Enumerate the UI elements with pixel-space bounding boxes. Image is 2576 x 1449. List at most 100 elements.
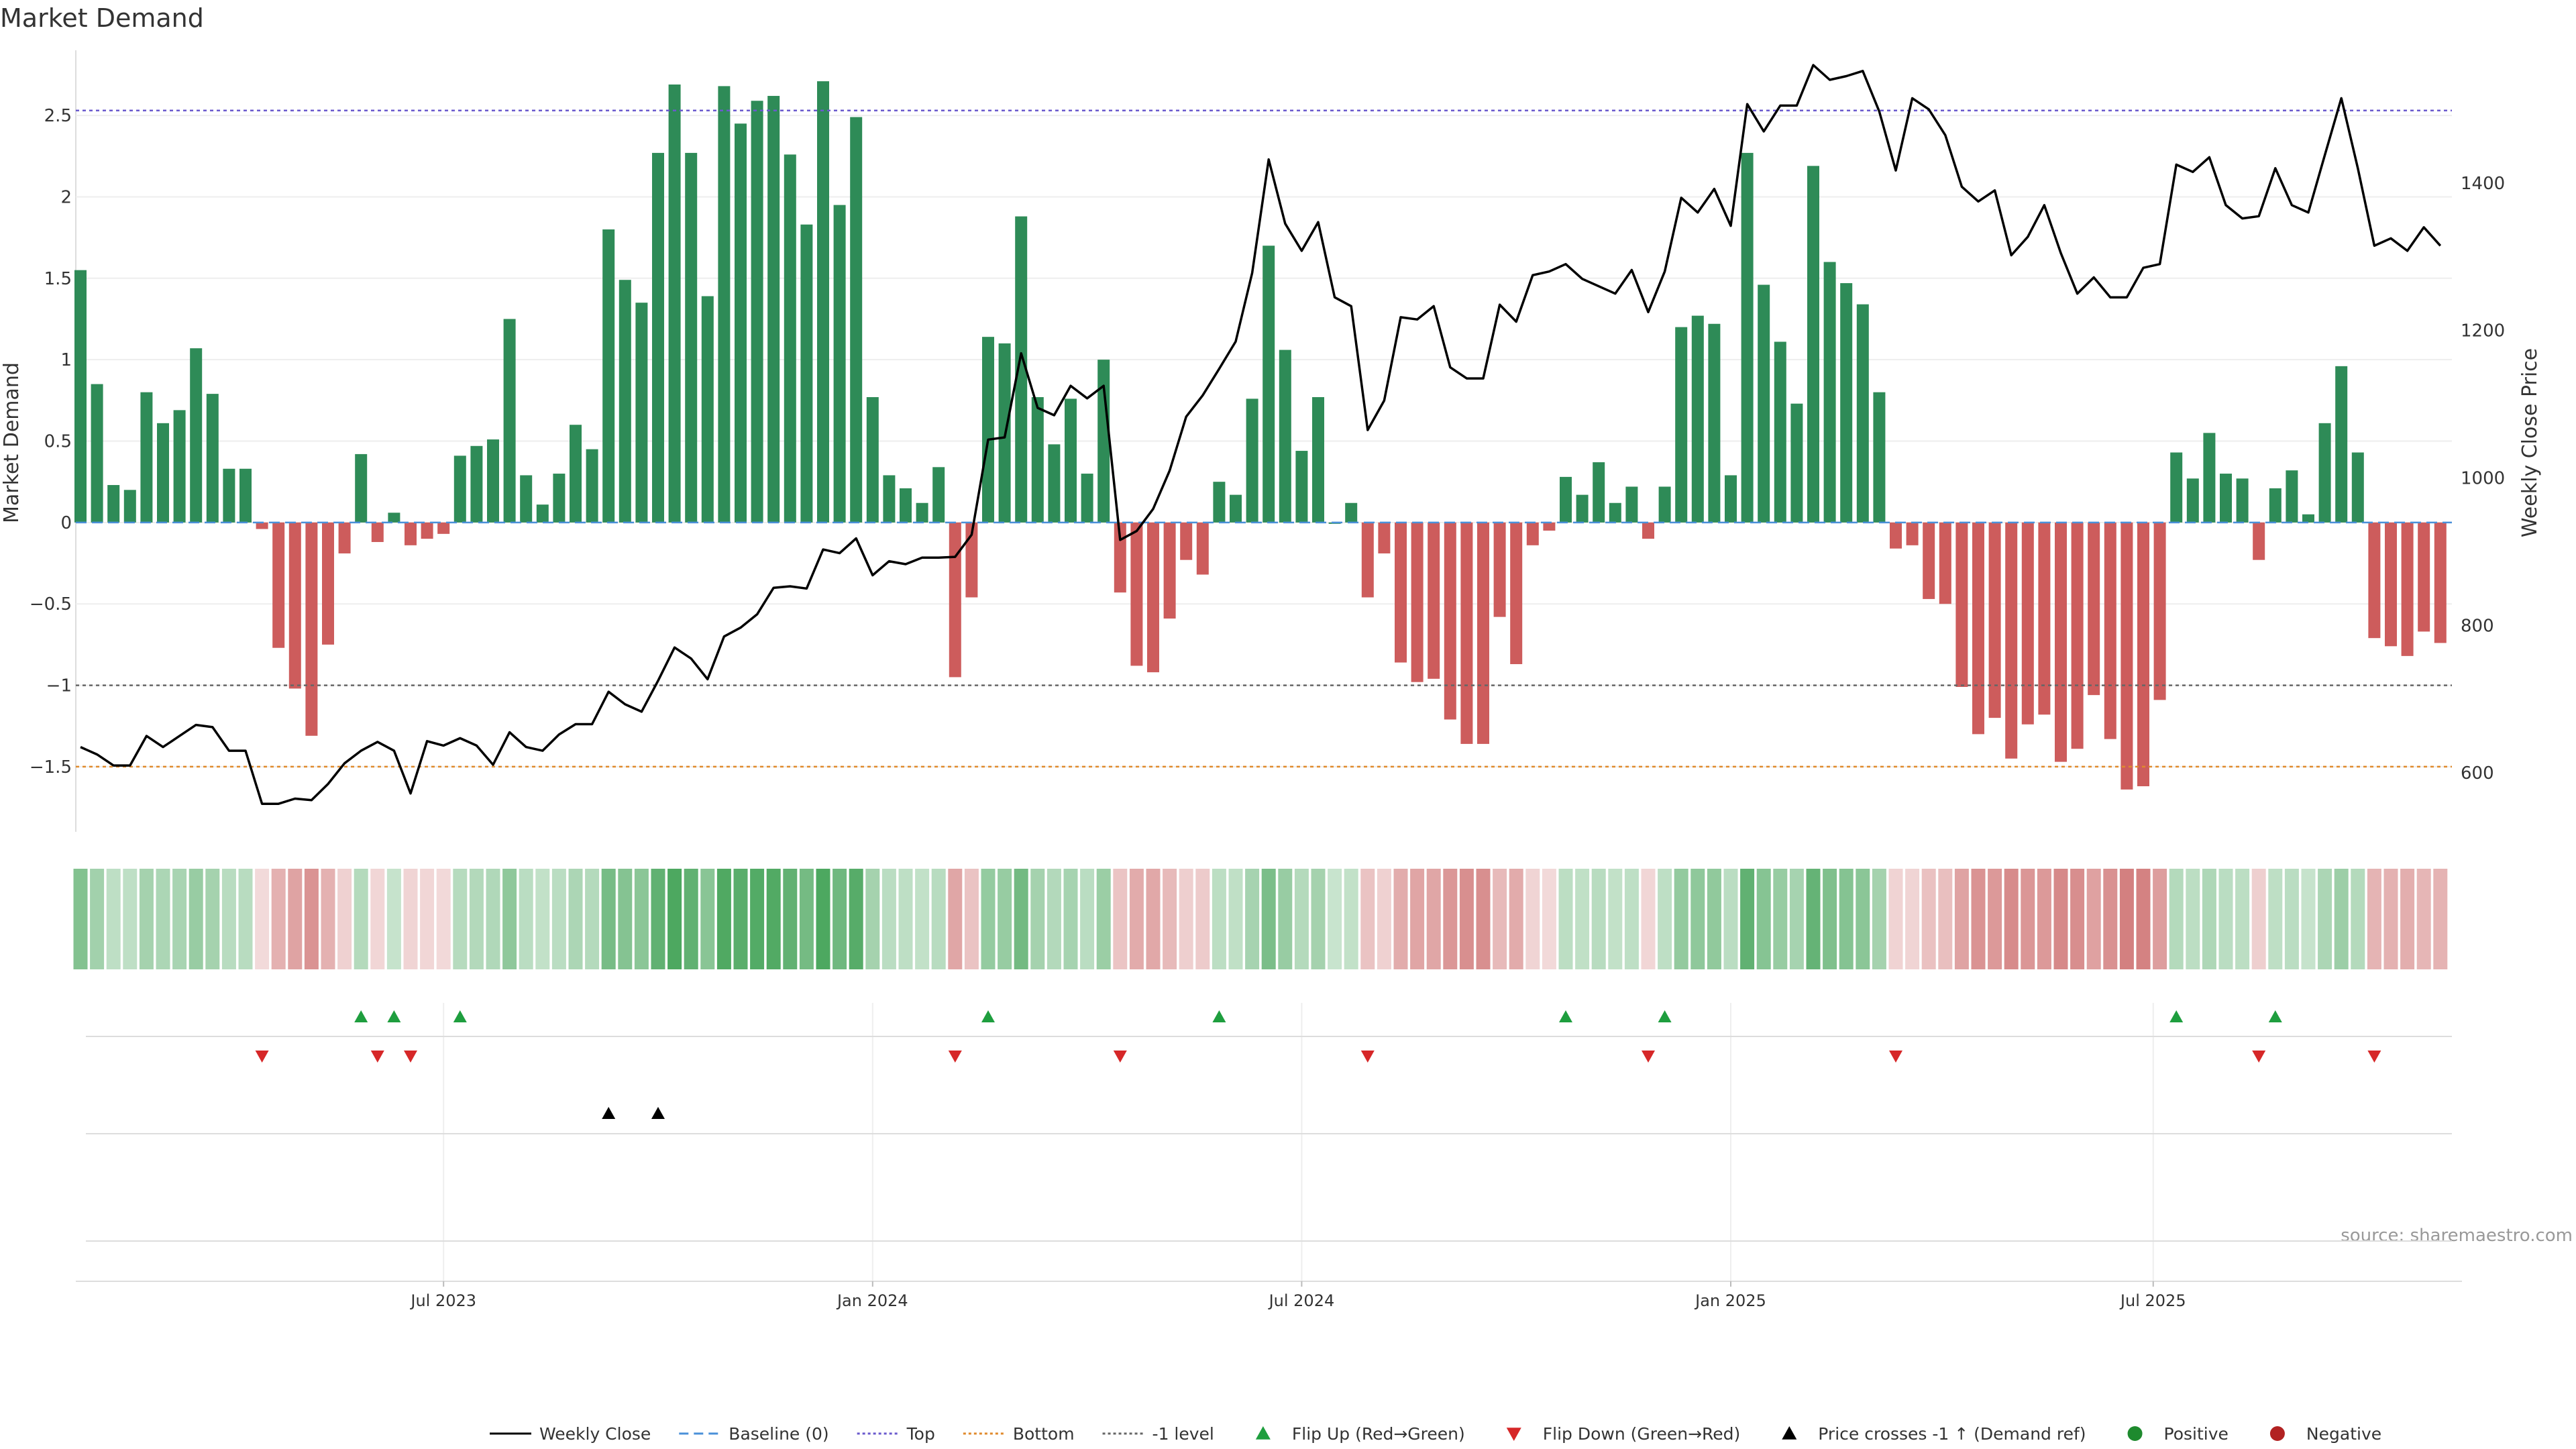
demand-bar [272,522,285,648]
y-right-tick-label: 600 [2461,763,2494,784]
demand-bar [619,280,631,523]
demand-bar [1477,522,1489,744]
strip-cell [881,869,896,969]
demand-bar [2269,488,2282,523]
strip-cell [2153,869,2167,969]
strip-cell [255,869,270,969]
strip-cell [321,869,335,969]
demand-bar [2137,522,2149,787]
demand-bar [223,468,235,523]
demand-bar [949,522,961,678]
strip-cell [1839,869,1854,969]
demand-bar [2236,478,2249,523]
demand-bar [1906,522,1919,545]
demand-bar [850,117,863,523]
strip-cell [2169,869,2184,969]
demand-bar [2220,474,2232,523]
strip-cell [2251,869,2266,969]
strip-cell [1608,869,1623,969]
demand-bar [817,81,829,523]
strip-cell [1591,869,1606,969]
price-cross-marker [651,1107,665,1119]
demand-bar [916,502,928,523]
reference-lines [76,109,2452,768]
demand-bar [1295,451,1308,523]
demand-bar [239,468,252,523]
demand-bar [668,84,681,523]
strip-cell [2284,869,2299,969]
strip-cell [304,869,319,969]
strip-cell [1146,869,1161,969]
demand-bar [1758,284,1770,523]
strip-cell [1129,869,1144,969]
strip-cell [502,869,517,969]
demand-bar [2385,522,2397,647]
legend-label: Positive [2164,1424,2229,1444]
demand-bar [1428,522,1440,679]
strip-cell [618,869,633,969]
demand-bar [2418,522,2430,632]
demand-bar [1658,486,1671,523]
strip-cell [2053,869,2068,969]
demand-bar [1923,522,1935,599]
demand-bar [2368,522,2381,639]
strip-cell [1046,869,1061,969]
strip-cell [1163,869,1177,969]
demand-bar [1675,327,1688,523]
strip-cell [519,869,533,969]
flip-down-marker [1889,1051,1902,1063]
demand-bar [735,123,747,523]
strip-cell [172,869,187,969]
demand-bar [123,490,136,523]
strip-cell [1245,869,1260,969]
strip-cell [139,869,154,969]
demand-bar [800,224,813,523]
strip-cell [865,869,880,969]
demand-bar [371,522,384,542]
demand-bar [421,522,433,539]
demand-bar [1444,522,1456,720]
demand-bar [1213,482,1226,523]
strip-cell [2119,869,2134,969]
strip-cell [386,869,401,969]
demand-bar [2088,522,2100,696]
demand-bar [520,475,533,523]
flip-up-marker [981,1010,995,1022]
strip-cell [1509,869,1523,969]
strip-cell [799,869,814,969]
strip-cell [1294,869,1309,969]
strip-cell [568,869,583,969]
strip-cell [2433,869,2448,969]
strip-cell [2383,869,2398,969]
legend-label: Bottom [1013,1424,1075,1444]
x-tick-label: Jan 2025 [1694,1291,1766,1310]
flip-up-marker [1658,1010,1672,1022]
demand-bar [206,394,219,523]
strip-cell [1426,869,1441,969]
x-tick-label: Jul 2025 [2119,1291,2186,1310]
strip-cell [1328,869,1342,969]
strip-cell [238,869,253,969]
demand-bar [1823,262,1836,523]
demand-bar [2253,522,2265,560]
demand-bar [338,522,351,553]
strip-cell [1443,869,1458,969]
strip-cell [2334,869,2349,969]
demand-bar [1378,522,1391,553]
strip-cell [123,869,138,969]
flip-down-marker [1113,1051,1127,1063]
demand-color-strip [73,869,2448,969]
strip-cell [535,869,550,969]
demand-bar [1955,522,1968,687]
strip-cell [420,869,435,969]
legend-swatch [2269,1426,2285,1441]
y-left-tick-label: 2 [60,187,72,207]
strip-cell [931,869,946,969]
strip-cell [1195,869,1210,969]
strip-cell [684,869,698,969]
demand-bar [2401,522,2414,656]
demand-bar [1790,403,1803,523]
flip-down-marker [2367,1051,2381,1063]
demand-bar [2434,522,2447,643]
demand-bar [1576,494,1589,523]
